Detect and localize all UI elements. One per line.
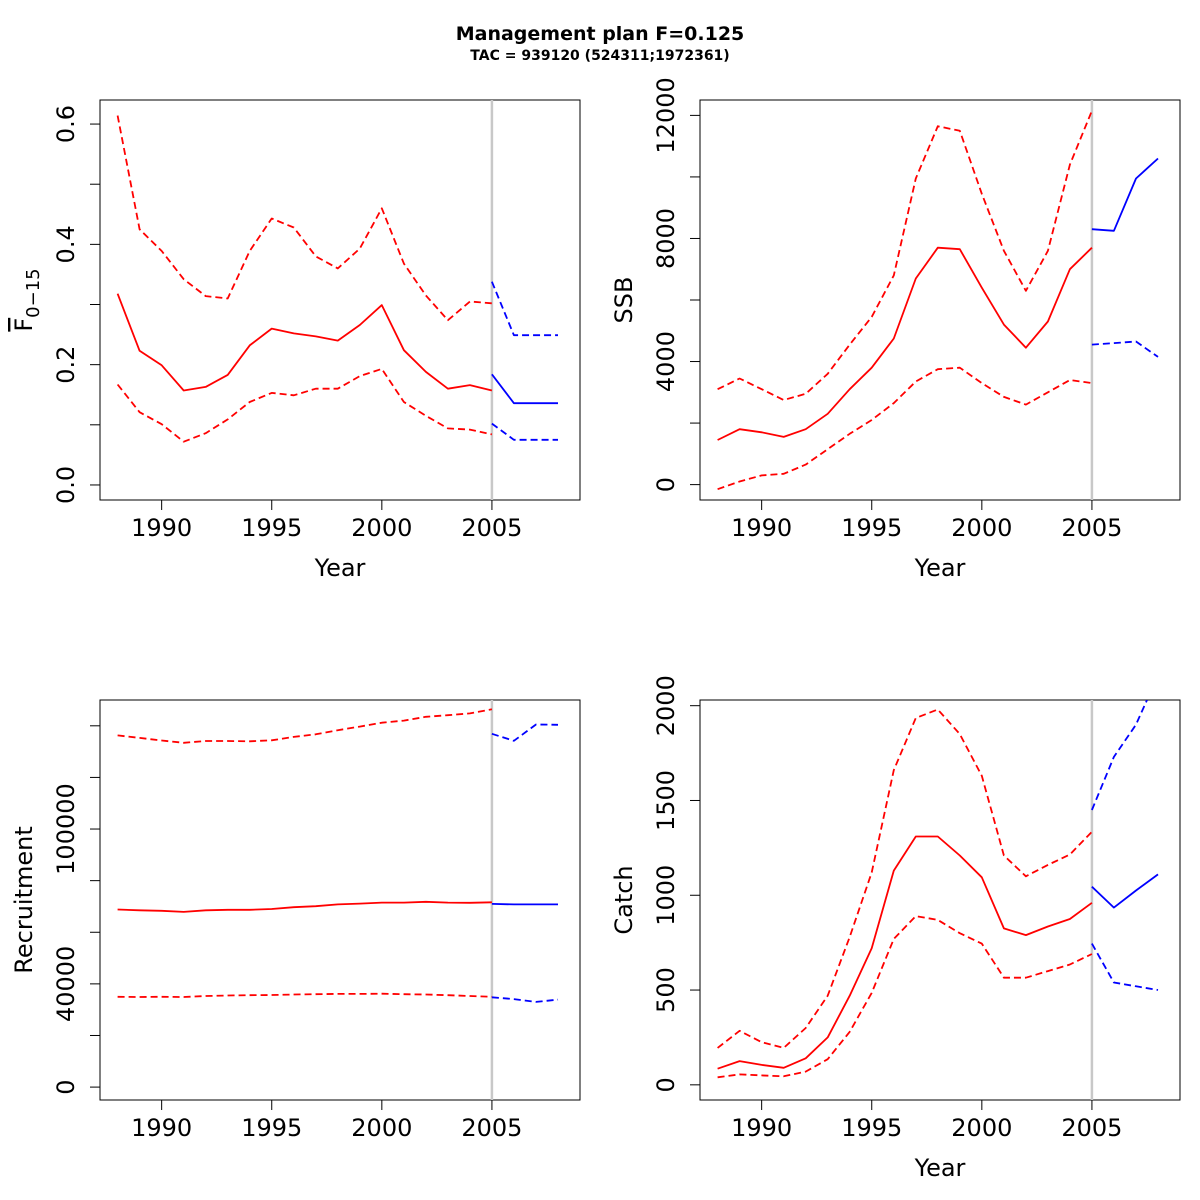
panel-recruitment: 1990 1995 2000 2005 0 40000 100000 Recruitment: [10, 699, 581, 1142]
panel-f: 1990 1995 2000 2005 Year 0.0 0.2 0.4 0.6 F0−15: [10, 99, 581, 582]
catch-y-tick-label: 0: [652, 1077, 680, 1092]
catch-x-tick-label: 1990: [731, 1114, 792, 1142]
f-series-projection-lower: [491, 422, 558, 441]
ssb-series-historic: [717, 246, 1093, 441]
f-series-historic: [116, 293, 493, 392]
catch-series-projection: [1091, 873, 1159, 909]
f-series-projection-upper: [491, 281, 558, 337]
f-y-axis-label-sub: 0−15: [23, 268, 44, 317]
ssb-x-tick-label: 2005: [1061, 514, 1122, 542]
f-y-tick-label: 0.0: [52, 466, 80, 504]
figure-subtitle: TAC = 939120 (524311;1972361): [470, 48, 729, 64]
catch-series-historic-upper: [717, 708, 1093, 1049]
ssb-x-axis-label: Year: [914, 554, 966, 582]
recruitment-plot-frame: [99, 699, 581, 1101]
ssb-y-tick-label: 8000: [652, 208, 680, 269]
ssb-x-tick-label: 2000: [951, 514, 1012, 542]
ssb-series-projection-lower: [1091, 340, 1159, 358]
catch-y-tick-label: 1000: [652, 865, 680, 926]
recruitment-x-tick-label: 1990: [131, 1114, 192, 1142]
recruitment-y-tick-label: 40000: [52, 946, 80, 1022]
f-x-tick-label: 2000: [351, 514, 412, 542]
f-series-projection: [491, 373, 558, 405]
catch-series-historic-lower: [717, 915, 1093, 1079]
catch-y-axis-label: Catch: [610, 865, 638, 934]
f-y-tick-label: 0.6: [52, 105, 80, 143]
catch-y-tick-label: 2000: [652, 675, 680, 736]
recruitment-y-axis-label: Recruitment: [10, 826, 38, 973]
recruitment-series-projection: [491, 903, 558, 906]
f-plot-frame: [99, 99, 581, 501]
ssb-y-tick-label: 4000: [652, 331, 680, 392]
f-y-tick-label: 0.2: [52, 346, 80, 384]
ssb-y-tick-label: 12000: [652, 77, 680, 153]
f-series-historic-lower: [116, 367, 493, 443]
ssb-y-tick-label: 0: [652, 477, 680, 492]
ssb-plot-frame: [699, 99, 1181, 501]
f-x-tick-label: 1990: [131, 514, 192, 542]
ssb-x-tick-label: 1995: [841, 514, 902, 542]
catch-y-axis-label-main: Catch: [610, 865, 638, 934]
ssb-x-tick-label: 1990: [731, 514, 792, 542]
catch-y-tick-label: 1500: [652, 770, 680, 831]
figure-title: Management plan F=0.125: [456, 23, 745, 45]
recruitment-x-tick-label: 1995: [241, 1114, 302, 1142]
recruitment-series-projection-lower: [491, 996, 559, 1003]
panel-catch: 1990 1995 2000 2005 Year 0 500 1000 1500 2000 Catc…: [610, 675, 1181, 1182]
ssb-y-axis-label-main: SSB: [610, 277, 638, 324]
catch-x-tick-label: 2005: [1061, 1114, 1122, 1142]
recruitment-y-axis-label-main: Recruitment: [10, 826, 38, 973]
f-series-historic-upper: [116, 115, 492, 322]
catch-y-tick-label: 500: [652, 967, 680, 1013]
recruitment-series-historic-lower: [117, 992, 492, 998]
f-x-tick-label: 2005: [461, 514, 522, 542]
f-x-axis-label: Year: [314, 554, 366, 582]
catch-x-tick-label: 1995: [841, 1114, 902, 1142]
f-y-tick-label: 0.4: [52, 225, 80, 263]
panel-ssb: 1990 1995 2000 2005 Year 0 4000 8000 12000 SSB: [610, 77, 1181, 582]
ssb-series-projection: [1091, 157, 1159, 232]
catch-x-tick-label: 2000: [951, 1114, 1012, 1142]
f-x-tick-label: 1995: [241, 514, 302, 542]
ssb-series-historic-upper: [717, 110, 1093, 401]
catch-series-projection-lower: [1091, 943, 1159, 991]
catch-series-projection-upper: [1091, 700, 1148, 811]
f-y-axis-label: F0−15: [10, 268, 44, 331]
catch-series-historic: [717, 835, 1093, 1070]
catch-plot-frame: [699, 699, 1181, 1101]
recruitment-y-tick-label: 100000: [52, 783, 80, 875]
f-y-axis-label-main: F: [10, 318, 38, 332]
recruitment-x-tick-label: 2005: [461, 1114, 522, 1142]
recruitment-y-tick-label: 0: [52, 1079, 80, 1094]
ssb-series-historic-lower: [717, 366, 1093, 491]
recruitment-series-projection-upper: [491, 723, 559, 742]
recruitment-series-historic: [117, 900, 492, 913]
ssb-y-axis-label: SSB: [610, 277, 638, 324]
catch-x-axis-label: Year: [914, 1154, 966, 1182]
recruitment-x-tick-label: 2000: [351, 1114, 412, 1142]
recruitment-series-historic-upper: [117, 708, 493, 744]
